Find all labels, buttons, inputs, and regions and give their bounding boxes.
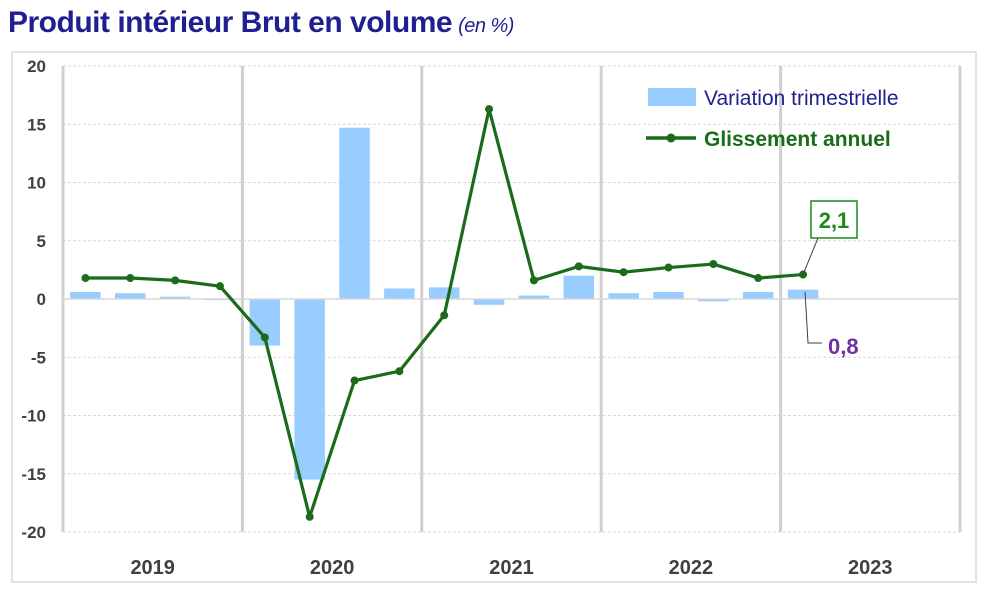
line-point <box>126 274 135 283</box>
bar <box>339 127 370 300</box>
bar <box>742 292 774 299</box>
x-tick-label: 2021 <box>489 557 534 579</box>
title-text: Produit intérieur Brut en volume <box>8 6 453 39</box>
bar <box>70 292 101 299</box>
line-point <box>664 263 673 272</box>
bar <box>428 287 460 299</box>
line-point <box>574 262 583 271</box>
y-axis-ticks: 20 15 10 5 0 -5 -10 -15 -20 <box>21 57 46 542</box>
bar <box>384 288 415 299</box>
line-point <box>395 367 404 376</box>
title-unit: (en %) <box>458 15 514 37</box>
line-point <box>350 376 359 385</box>
line-point <box>619 268 628 277</box>
y-tick-label: 15 <box>27 115 46 134</box>
legend: Variation trimestrielle Glissement annuel <box>646 87 899 151</box>
line-point <box>754 274 763 283</box>
x-tick-label: 2023 <box>848 557 893 579</box>
bar <box>563 275 595 299</box>
annotation-line-value: 2,1 <box>819 208 850 233</box>
line-point <box>215 282 224 291</box>
line-point <box>260 333 269 342</box>
bar-series <box>70 127 819 480</box>
line-series <box>81 105 808 521</box>
annotations: 2,1 0,8 <box>802 200 859 359</box>
annotation-leader <box>804 291 822 344</box>
chart-title: Produit intérieur Brut en volume (en %) <box>8 6 514 40</box>
legend-label-line: Glissement annuel <box>704 128 891 151</box>
y-tick-label: -20 <box>21 523 46 542</box>
line-point <box>305 512 314 521</box>
bar <box>787 289 819 299</box>
bar <box>115 293 146 299</box>
bar <box>698 299 729 302</box>
bar <box>653 292 684 299</box>
x-tick-label: 2020 <box>310 557 355 579</box>
line-point <box>709 260 718 269</box>
bar <box>608 293 639 299</box>
bar <box>159 296 191 299</box>
line-point <box>485 105 494 114</box>
annotation-leader <box>802 237 819 275</box>
legend-label-bar: Variation trimestrielle <box>704 87 899 110</box>
y-tick-label: -15 <box>21 465 46 484</box>
line-point <box>440 311 449 320</box>
line-point <box>81 274 90 283</box>
y-tick-label: 5 <box>37 232 46 251</box>
bar <box>294 299 325 480</box>
legend-swatch-bar <box>648 88 696 106</box>
grid <box>63 65 960 533</box>
x-axis-labels: 2019 2020 2021 2022 2023 <box>130 557 892 579</box>
annotation-box <box>810 200 858 239</box>
x-tick-label: 2022 <box>669 557 714 579</box>
bar <box>473 299 505 305</box>
y-tick-label: 20 <box>27 57 46 76</box>
x-tick-label: 2019 <box>130 557 175 579</box>
legend-marker-line <box>666 133 676 143</box>
y-tick-label: 0 <box>37 290 46 309</box>
line-point <box>529 276 538 285</box>
line-point <box>171 276 180 285</box>
y-tick-label: -10 <box>21 407 46 426</box>
y-tick-label: 10 <box>27 174 46 193</box>
bar <box>518 295 550 299</box>
annotation-bar-value: 0,8 <box>828 334 859 359</box>
plot-frame <box>11 51 977 583</box>
y-tick-label: -5 <box>31 348 46 367</box>
